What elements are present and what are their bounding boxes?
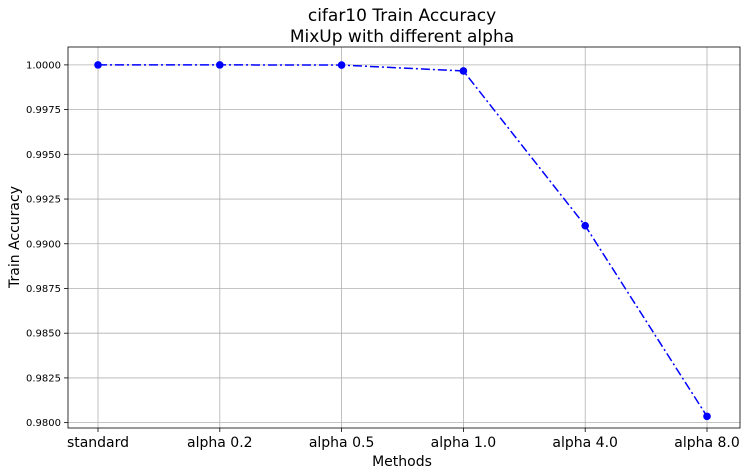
y-axis-label: Train Accuracy [7,186,23,289]
series-line [98,64,708,417]
y-tick-label: 0.9975 [26,105,61,116]
data-point [459,67,468,75]
x-axis-label: Methods [372,454,432,470]
y-tick-label: 0.9900 [26,239,61,250]
y-tick-label: 0.9950 [26,150,61,161]
x-tick-label: alpha 8.0 [674,435,740,451]
y-tick-label: 0.9875 [26,284,61,295]
data-point [337,61,346,69]
y-axis: 0.9800 0.9825 0.9850 0.9875 0.9900 0.9925 0.99… [26,60,68,429]
x-tick-label: alpha 0.2 [187,435,253,451]
data-point [216,61,224,69]
grid [68,47,740,428]
data-point [703,412,711,421]
x-tick-label: standard [67,435,129,451]
x-tick-label: alpha 4.0 [552,435,618,451]
y-tick-label: 0.9800 [26,418,61,429]
axes-frame [67,46,741,429]
x-tick-label: alpha 0.5 [309,435,375,451]
x-axis: standard alpha 0.2 alpha 0.5 alpha 1.0 alpha… [67,428,740,451]
data-point [94,61,102,69]
x-tick-label: alpha 1.0 [431,435,497,451]
series-group [94,61,711,421]
y-tick-label: 0.9825 [26,373,61,384]
y-tick-label: 0.9925 [26,195,61,206]
y-tick-label: 1.0000 [26,60,61,71]
chart-subtitle: MixUp with different alpha [290,27,514,47]
data-point [581,221,589,230]
y-tick-label: 0.9850 [26,329,61,340]
chart-title: cifar10 Train Accuracy [308,6,496,26]
